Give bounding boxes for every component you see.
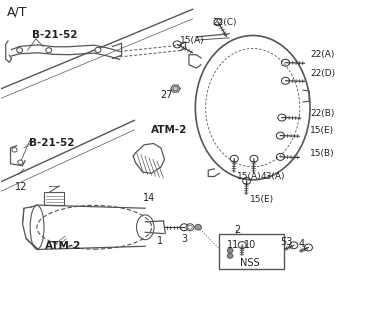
Bar [219, 234, 284, 269]
Circle shape [18, 160, 23, 164]
Text: 22(D): 22(D) [310, 69, 335, 78]
Text: ATM-2: ATM-2 [151, 125, 187, 135]
Text: 10: 10 [244, 240, 256, 250]
Text: 15(E): 15(E) [310, 126, 334, 135]
Text: 22(C): 22(C) [212, 19, 236, 28]
Text: 15(A): 15(A) [237, 172, 262, 181]
Circle shape [95, 47, 101, 52]
Circle shape [195, 224, 201, 230]
Text: 3: 3 [182, 234, 188, 244]
Text: B-21-52: B-21-52 [29, 138, 74, 148]
Text: B-21-52: B-21-52 [32, 30, 78, 40]
Circle shape [17, 48, 22, 53]
Text: 15(A): 15(A) [180, 36, 204, 44]
Text: 15(E): 15(E) [250, 195, 274, 204]
Text: 53: 53 [280, 237, 292, 247]
Text: 15(B): 15(B) [310, 148, 335, 157]
Text: 11: 11 [226, 240, 239, 250]
Text: 2: 2 [235, 225, 241, 236]
Polygon shape [171, 85, 180, 92]
Text: 12: 12 [15, 182, 28, 192]
Text: 22(A): 22(A) [310, 50, 335, 59]
Text: 22(B): 22(B) [310, 108, 335, 117]
Text: 43(A): 43(A) [261, 172, 285, 181]
Text: 27: 27 [160, 90, 172, 100]
Text: ATM-2: ATM-2 [45, 241, 81, 251]
Circle shape [227, 253, 233, 258]
Text: 14: 14 [143, 193, 156, 203]
Circle shape [188, 225, 192, 229]
Circle shape [46, 48, 52, 53]
Text: 1: 1 [157, 236, 163, 246]
Text: NSS: NSS [240, 258, 259, 268]
Text: A/T: A/T [7, 6, 28, 19]
Circle shape [227, 248, 233, 253]
Circle shape [12, 148, 17, 152]
Text: 4: 4 [298, 239, 304, 249]
